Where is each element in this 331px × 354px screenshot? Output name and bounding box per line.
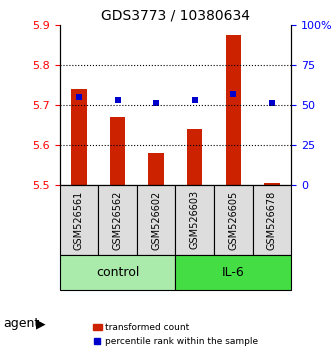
FancyBboxPatch shape — [253, 185, 291, 255]
Text: GSM526562: GSM526562 — [113, 190, 122, 250]
Text: GSM526602: GSM526602 — [151, 190, 161, 250]
Bar — [71, 89, 87, 185]
Bar — [226, 35, 241, 185]
Text: GSM526603: GSM526603 — [190, 190, 200, 250]
FancyBboxPatch shape — [60, 255, 175, 290]
Legend: transformed count, percentile rank within the sample: transformed count, percentile rank withi… — [89, 320, 262, 349]
Text: GSM526678: GSM526678 — [267, 190, 277, 250]
FancyBboxPatch shape — [214, 185, 253, 255]
Bar — [110, 117, 125, 185]
Text: agent: agent — [3, 318, 40, 330]
Text: control: control — [96, 266, 139, 279]
Bar — [187, 129, 203, 185]
Text: ▶: ▶ — [36, 318, 46, 330]
Bar — [148, 153, 164, 185]
Text: IL-6: IL-6 — [222, 266, 245, 279]
FancyBboxPatch shape — [175, 185, 214, 255]
FancyBboxPatch shape — [98, 185, 137, 255]
Title: GDS3773 / 10380634: GDS3773 / 10380634 — [101, 8, 250, 22]
Bar — [264, 183, 280, 185]
FancyBboxPatch shape — [60, 185, 98, 255]
Text: GSM526561: GSM526561 — [74, 190, 84, 250]
FancyBboxPatch shape — [137, 185, 175, 255]
FancyBboxPatch shape — [175, 255, 291, 290]
Text: GSM526605: GSM526605 — [228, 190, 238, 250]
